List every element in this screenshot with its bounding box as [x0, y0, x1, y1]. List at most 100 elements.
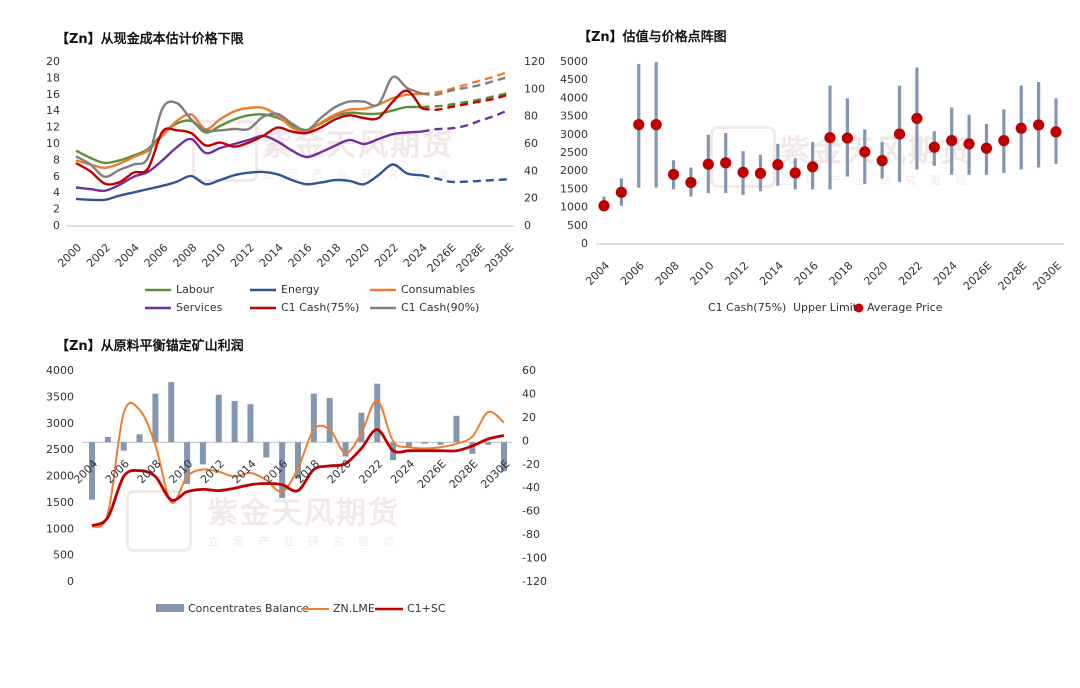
chart1-series-forecast-line	[421, 75, 509, 97]
chart2-average-point	[702, 158, 714, 170]
chart2-y-tick: 3500	[560, 110, 588, 123]
chart3-y-left-tick: 0	[67, 575, 74, 588]
chart3-x-tick: 2024	[388, 457, 417, 486]
chart2-y-tick: 1000	[560, 201, 588, 214]
chart2-average-point	[633, 119, 645, 131]
chart2-average-point	[615, 186, 627, 198]
chart2-average-point	[824, 132, 836, 144]
chart3-bar	[421, 442, 428, 444]
chart2-average-point	[841, 132, 853, 144]
chart2-x-tick: 2020	[861, 259, 890, 288]
chart3-legend-label: ZN.LME	[333, 602, 375, 615]
chart3-y-right-tick: -80	[522, 528, 540, 541]
chart3-y-right-tick: -120	[522, 575, 547, 588]
chart3-bar	[374, 383, 381, 443]
chart1-y-left-tick: 6	[53, 170, 60, 183]
chart2-x-tick: 2006	[618, 259, 647, 288]
chart2-y-tick: 5000	[560, 55, 588, 68]
chart3-bar	[310, 393, 317, 443]
chart1-legend-label: C1 Cash(90%)	[401, 301, 479, 314]
chart2-title: 【Zn】估值与价格点阵图	[578, 30, 727, 45]
chart1-series-forecast-line	[421, 70, 509, 96]
chart2-legend-label: Upper Limit	[793, 301, 858, 314]
chart3-y-left-tick: 2500	[46, 443, 74, 456]
chart1-title: 【Zn】从现金成本估计价格下限	[56, 32, 244, 47]
chart3-bar	[263, 442, 270, 458]
chart3-bar	[104, 436, 111, 443]
chart2-average-point	[598, 200, 610, 212]
chart2-average-point	[963, 138, 975, 150]
chart1-series-forecast-line	[421, 93, 509, 112]
chart3-bar	[184, 442, 191, 484]
chart3-bar	[279, 442, 286, 499]
chart3-bar	[247, 404, 254, 443]
chart1-y-left-tick: 8	[53, 153, 60, 166]
chart1-x-tick: 2014	[257, 241, 286, 270]
chart3-x-tick: 2004	[71, 457, 100, 486]
chart1-y-left-tick: 10	[46, 137, 60, 150]
chart2-y-tick: 0	[581, 237, 588, 250]
chart1-x-tick: 2030E	[482, 241, 516, 275]
chart1-x-tick: 2004	[113, 241, 142, 270]
chart2-y-tick: 4500	[560, 73, 588, 86]
chart3-bar	[231, 401, 238, 443]
chart1-y-right-tick: 80	[524, 110, 538, 123]
chart3-x-tick: 2028E	[447, 457, 481, 491]
chart3-y-right-tick: -100	[522, 552, 547, 565]
chart2-average-point	[789, 167, 801, 179]
chart1-series-line	[75, 163, 422, 202]
chart1-series-line	[75, 89, 423, 186]
chart2-y-tick: 2000	[560, 164, 588, 177]
chart2-average-point	[754, 167, 767, 179]
chart3-bar	[405, 442, 412, 449]
chart1-series-line	[75, 92, 422, 170]
chart1-series-line	[75, 130, 422, 193]
chart2-average-point	[737, 166, 749, 178]
chart3-bar	[89, 442, 95, 500]
chart1-legend-label: Energy	[281, 283, 320, 296]
chart1-y-left-tick: 20	[46, 55, 60, 68]
chart2-average-point	[980, 142, 993, 154]
chart1-series-forecast-line	[421, 109, 509, 133]
chart3-y-right-tick: 40	[522, 387, 536, 400]
chart1-legend-label: Services	[176, 301, 223, 314]
chart3-legend-label: Concentrates Balance	[188, 602, 309, 615]
watermark-seal	[192, 120, 258, 182]
chart2-x-tick: 2016	[792, 259, 821, 288]
chart2-x-tick: 2018	[827, 259, 856, 288]
chart3-bar	[342, 442, 349, 457]
chart2-x-tick: 2026E	[961, 259, 995, 293]
chart2-average-point	[667, 168, 680, 181]
chart1-x-tick: 2010	[199, 241, 228, 270]
chart3-bar	[453, 415, 460, 443]
chart3-y-left-tick: 2000	[46, 470, 74, 483]
chart3-y-left-tick: 1500	[46, 496, 74, 509]
chart1-series-forecast-line	[421, 174, 509, 184]
chart1-legend-label: Labour	[176, 283, 215, 296]
chart3-bar	[215, 394, 222, 443]
chart3-bar	[152, 393, 159, 443]
chart2-legend-swatch	[854, 303, 864, 313]
chart3-bar	[469, 442, 476, 454]
chart1-y-right-tick: 120	[524, 55, 545, 68]
chart1-y-left-tick: 4	[53, 186, 60, 199]
chart2-x-tick: 2012	[722, 259, 751, 288]
chart1-x-tick: 2022	[372, 241, 401, 270]
chart2-x-tick: 2010	[688, 259, 717, 288]
chart3-x-tick: 2010	[166, 457, 195, 486]
chart2-average-point	[720, 157, 732, 169]
chart2-y-tick: 500	[567, 219, 588, 232]
chart1-y-right-tick: 20	[524, 192, 538, 205]
chart2-average-point	[893, 128, 906, 140]
chart1-x-tick: 2002	[84, 241, 113, 270]
chart3-y-left-tick: 500	[53, 549, 74, 562]
chart1-series-forecast-line	[421, 92, 509, 109]
chart2-x-tick: 2014	[757, 259, 786, 288]
chart1-y-right-tick: 100	[524, 82, 545, 95]
chart3-y-right-tick: -60	[522, 505, 540, 518]
chart2-x-tick: 2028E	[996, 259, 1030, 293]
chart1-x-tick: 2016	[286, 241, 315, 270]
chart3-y-right-tick: -20	[522, 458, 540, 471]
chart2-average-point	[1015, 122, 1027, 134]
chart3-y-right-tick: -40	[522, 481, 540, 494]
